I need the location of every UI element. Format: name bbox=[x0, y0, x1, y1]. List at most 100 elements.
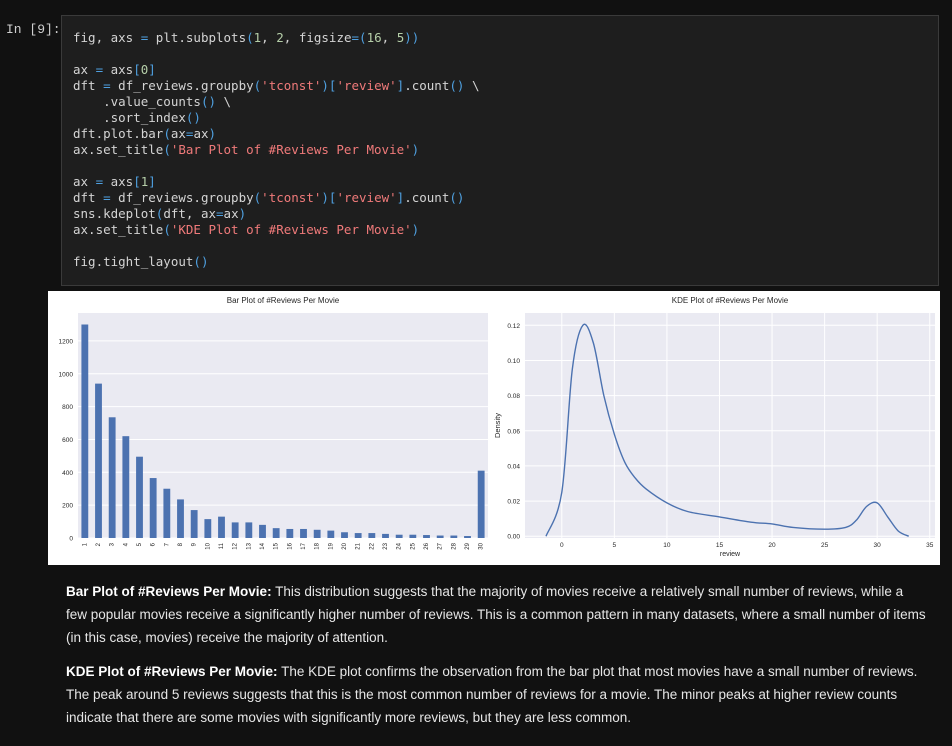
bar-17 bbox=[300, 528, 307, 538]
bar-ytick-label: 600 bbox=[62, 437, 73, 444]
bar-29 bbox=[464, 536, 471, 538]
bar-xtick-label: 5 bbox=[137, 542, 143, 546]
bar-18 bbox=[313, 529, 321, 538]
bar-28 bbox=[450, 535, 458, 538]
bar-ytick-label: 1200 bbox=[59, 338, 74, 345]
kde-xtick-label: 30 bbox=[874, 542, 882, 549]
kde-xtick-label: 35 bbox=[926, 542, 934, 549]
bar-30 bbox=[477, 470, 485, 538]
bar-xtick-label: 1 bbox=[82, 542, 88, 546]
bar-xtick-label: 2 bbox=[96, 542, 102, 546]
bar-description: This distribution suggests that the majo… bbox=[66, 584, 926, 645]
bar-11 bbox=[218, 516, 225, 538]
bar-12 bbox=[231, 522, 239, 538]
kde-line bbox=[545, 323, 910, 537]
markdown-paragraph-kde: KDE Plot of #Reviews Per Movie: The KDE … bbox=[66, 660, 926, 729]
bar-22 bbox=[368, 533, 376, 538]
kde-ytick-label: 0.04 bbox=[507, 463, 520, 470]
kde-xtick-label: 15 bbox=[716, 542, 724, 549]
bar-xtick-label: 22 bbox=[369, 542, 375, 549]
kde-ytick-label: 0.00 bbox=[507, 534, 520, 541]
bar-xtick-label: 24 bbox=[397, 542, 403, 549]
bar-xtick-label: 8 bbox=[178, 542, 184, 546]
bar-xtick-label: 4 bbox=[123, 542, 129, 546]
bar-xtick-label: 6 bbox=[151, 542, 157, 546]
bar-27 bbox=[436, 535, 444, 538]
bar-ytick-label: 1000 bbox=[59, 371, 74, 378]
kde-xtick-label: 5 bbox=[613, 542, 617, 549]
bar-23 bbox=[382, 533, 389, 538]
kde-ytick-label: 0.06 bbox=[507, 428, 520, 435]
kde-description: The KDE plot confirms the observation fr… bbox=[66, 664, 918, 725]
bar-xtick-label: 19 bbox=[328, 542, 334, 549]
kde-xlabel: review bbox=[720, 551, 741, 558]
bar-8 bbox=[177, 499, 184, 538]
bar-xtick-label: 9 bbox=[192, 542, 198, 546]
code-cell-editor[interactable]: fig, axs = plt.subplots(1, 2, figsize=(1… bbox=[61, 15, 939, 286]
bar-9 bbox=[190, 510, 198, 538]
bar-1 bbox=[81, 324, 89, 538]
bar-xtick-label: 30 bbox=[479, 542, 485, 549]
bar-xtick-label: 7 bbox=[164, 542, 170, 546]
bar-heading: Bar Plot of #Reviews Per Movie: bbox=[66, 584, 272, 599]
bar-xtick-label: 14 bbox=[260, 542, 266, 549]
bar-15 bbox=[272, 528, 280, 538]
bar-10 bbox=[204, 519, 212, 538]
bar-6 bbox=[149, 478, 157, 538]
kde-ytick-label: 0.02 bbox=[507, 499, 520, 506]
kde-xtick-label: 20 bbox=[768, 542, 776, 549]
bar-26 bbox=[423, 535, 430, 538]
bar-xtick-label: 11 bbox=[219, 542, 225, 549]
kde-ylabel: Density bbox=[493, 413, 502, 438]
bar-ytick-label: 400 bbox=[62, 470, 73, 477]
bar-xtick-label: 28 bbox=[451, 542, 457, 549]
bar-xtick-label: 23 bbox=[383, 542, 389, 549]
bar-13 bbox=[245, 522, 253, 538]
bar-xtick-label: 25 bbox=[410, 542, 416, 549]
bar-xtick-label: 21 bbox=[356, 542, 362, 549]
code-text[interactable]: fig, axs = plt.subplots(1, 2, figsize=(1… bbox=[73, 30, 480, 269]
bar-xtick-label: 12 bbox=[233, 542, 239, 549]
markdown-paragraph-bar: Bar Plot of #Reviews Per Movie: This dis… bbox=[66, 580, 926, 649]
kde-chart-title: KDE Plot of #Reviews Per Movie bbox=[672, 296, 789, 305]
bar-21 bbox=[354, 533, 362, 538]
bar-2 bbox=[95, 383, 102, 538]
cell-prompt: In [9]: bbox=[6, 22, 61, 37]
bar-ytick-label: 200 bbox=[62, 503, 73, 510]
bar-chart-title: Bar Plot of #Reviews Per Movie bbox=[227, 296, 340, 305]
bar-24 bbox=[395, 534, 403, 538]
bar-5 bbox=[136, 456, 143, 538]
bar-xtick-label: 13 bbox=[246, 542, 252, 549]
bar-xtick-label: 29 bbox=[465, 542, 471, 549]
bar-19 bbox=[327, 530, 335, 538]
bar-xtick-label: 20 bbox=[342, 542, 348, 549]
kde-xtick-label: 25 bbox=[821, 542, 829, 549]
kde-ytick-label: 0.12 bbox=[507, 323, 520, 330]
figure: Bar Plot of #Reviews Per Movie0200400600… bbox=[59, 296, 935, 558]
bar-xtick-label: 10 bbox=[205, 542, 211, 549]
bar-14 bbox=[259, 524, 266, 538]
bar-25 bbox=[409, 534, 417, 538]
kde-ytick-label: 0.10 bbox=[507, 358, 520, 365]
bar-ytick-label: 800 bbox=[62, 404, 73, 411]
kde-plot-area bbox=[525, 313, 935, 538]
bar-xtick-label: 3 bbox=[110, 542, 116, 546]
bar-4 bbox=[122, 436, 130, 538]
bar-3 bbox=[108, 417, 116, 538]
bar-xtick-label: 27 bbox=[438, 542, 444, 549]
markdown-cell: Bar Plot of #Reviews Per Movie: This dis… bbox=[66, 580, 926, 740]
plot-output: Bar Plot of #Reviews Per Movie 0 200 400 600… bbox=[48, 291, 940, 565]
bar-ytick-label: 0 bbox=[69, 536, 73, 543]
bar-7 bbox=[163, 488, 171, 538]
bar-plot-area bbox=[78, 313, 488, 538]
kde-heading: KDE Plot of #Reviews Per Movie: bbox=[66, 664, 278, 679]
bar-20 bbox=[341, 532, 348, 538]
bar-xtick-label: 26 bbox=[424, 542, 430, 549]
bar-16 bbox=[286, 528, 294, 538]
bar-xtick-label: 15 bbox=[274, 542, 280, 549]
kde-xtick-label: 10 bbox=[663, 542, 671, 549]
bar-xtick-label: 17 bbox=[301, 542, 307, 549]
bar-xtick-label: 16 bbox=[287, 542, 293, 549]
kde-ytick-label: 0.08 bbox=[507, 393, 520, 400]
kde-xtick-label: 0 bbox=[560, 542, 564, 549]
